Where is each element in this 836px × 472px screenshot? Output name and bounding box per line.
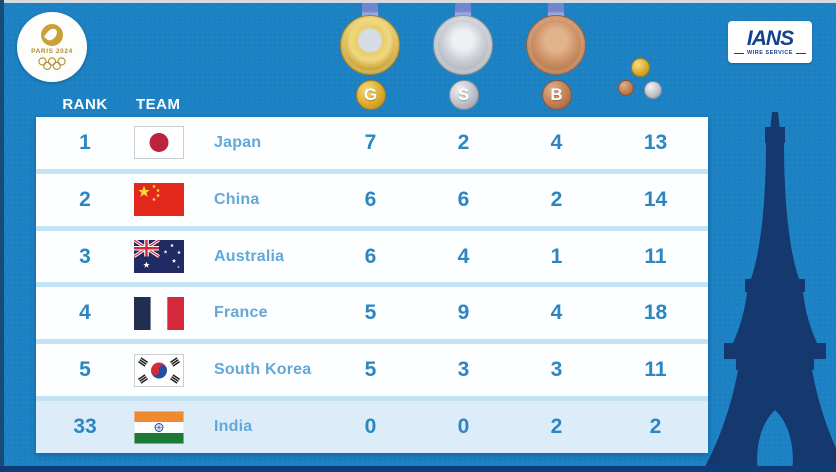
gold-count: 5 — [364, 358, 377, 382]
flame-icon — [41, 23, 63, 46]
team-name: Australia — [214, 247, 285, 265]
total-count: 13 — [643, 130, 668, 154]
team-name: France — [214, 304, 268, 322]
team-cell: Japan — [134, 126, 324, 160]
ians-tagline: WIRE SERVICE — [734, 50, 806, 56]
rank-value: 3 — [79, 244, 91, 268]
screenshot-left-edge — [0, 0, 4, 472]
flag-south-korea — [134, 353, 184, 387]
total-header-cell — [603, 76, 708, 116]
total-medals-icon — [618, 58, 664, 102]
total-count: 11 — [644, 358, 667, 382]
silver-count: 0 — [457, 415, 470, 439]
silver-count: 9 — [457, 301, 470, 325]
flag-france — [134, 296, 184, 330]
gold-count: 6 — [364, 244, 377, 268]
silver-count: 4 — [457, 244, 470, 268]
gold-count: 0 — [364, 415, 377, 439]
mini-silver-icon — [644, 81, 662, 99]
ians-wordmark: IANS — [746, 27, 794, 50]
total-count: 14 — [643, 187, 668, 211]
rank-value: 2 — [79, 187, 91, 211]
silver-count: 2 — [457, 130, 470, 154]
medal-table: 1 Japan 7 2 4 13 2 — [36, 117, 708, 453]
silver-count: 3 — [457, 358, 470, 382]
team-cell: China — [134, 183, 324, 217]
silver-column-icon: S — [448, 80, 479, 110]
bronze-count: 4 — [550, 301, 563, 325]
rank-header-cell: RANK — [36, 76, 134, 116]
silver-medal-icon — [433, 15, 493, 75]
bronze-medal-icon — [526, 15, 586, 75]
mini-bronze-icon — [618, 80, 634, 96]
silver-header-cell: S — [417, 76, 510, 116]
gold-count: 7 — [364, 130, 377, 154]
table-row-south-korea: 5 — [36, 344, 708, 397]
bronze-count: 3 — [550, 358, 563, 382]
rank-value: 4 — [79, 301, 91, 325]
team-cell: India — [134, 410, 324, 444]
team-name: South Korea — [214, 361, 312, 379]
olympic-rings-icon — [38, 56, 66, 70]
gold-count: 6 — [364, 187, 377, 211]
gold-column-icon: G — [355, 80, 386, 110]
gold-medal-icon — [340, 15, 400, 75]
table-header: RANK TEAM G S B — [36, 76, 708, 116]
team-header-label: TEAM — [136, 96, 181, 113]
total-count: 2 — [649, 415, 662, 439]
ians-logo: IANS WIRE SERVICE — [728, 21, 812, 63]
bronze-count: 4 — [550, 130, 563, 154]
flag-china — [134, 183, 184, 217]
screenshot-top-edge — [0, 0, 836, 3]
silver-count: 6 — [457, 187, 470, 211]
team-name: India — [214, 418, 253, 436]
table-row-france: 4 France 5 9 4 18 — [36, 287, 708, 340]
team-header-cell: TEAM — [134, 76, 324, 116]
team-name: China — [214, 190, 260, 208]
gold-header-cell: G — [324, 76, 417, 116]
table-row-japan: 1 Japan 7 2 4 13 — [36, 117, 708, 169]
rank-value: 33 — [73, 415, 97, 439]
table-row-india: 33 India 0 0 — [36, 401, 708, 453]
flag-japan — [134, 126, 184, 160]
paris-2024-logo: PARIS 2024 — [17, 12, 87, 82]
bronze-column-icon: B — [541, 80, 572, 110]
team-cell: Australia — [134, 240, 324, 274]
bronze-count: 1 — [550, 244, 563, 268]
paris-2024-label: PARIS 2024 — [31, 47, 73, 55]
flag-india — [134, 410, 184, 444]
bronze-header-cell: B — [510, 76, 603, 116]
table-row-china: 2 China — [36, 173, 708, 226]
screenshot-bottom-edge — [0, 466, 836, 472]
team-cell: France — [134, 296, 324, 330]
team-name: Japan — [214, 133, 262, 151]
mini-gold-icon — [631, 58, 650, 77]
team-cell: South Korea — [134, 353, 324, 387]
rank-value: 5 — [79, 358, 91, 382]
ians-tagline-label: WIRE SERVICE — [747, 50, 793, 56]
rank-header-label: RANK — [62, 96, 108, 113]
bronze-count: 2 — [550, 415, 563, 439]
total-count: 11 — [644, 244, 667, 268]
gold-count: 5 — [364, 301, 377, 325]
total-count: 18 — [643, 301, 668, 325]
bronze-count: 2 — [550, 187, 563, 211]
rank-value: 1 — [79, 130, 91, 154]
table-row-australia: 3 — [36, 230, 708, 283]
flag-australia — [134, 240, 184, 274]
eiffel-tower-silhouette — [702, 112, 836, 472]
